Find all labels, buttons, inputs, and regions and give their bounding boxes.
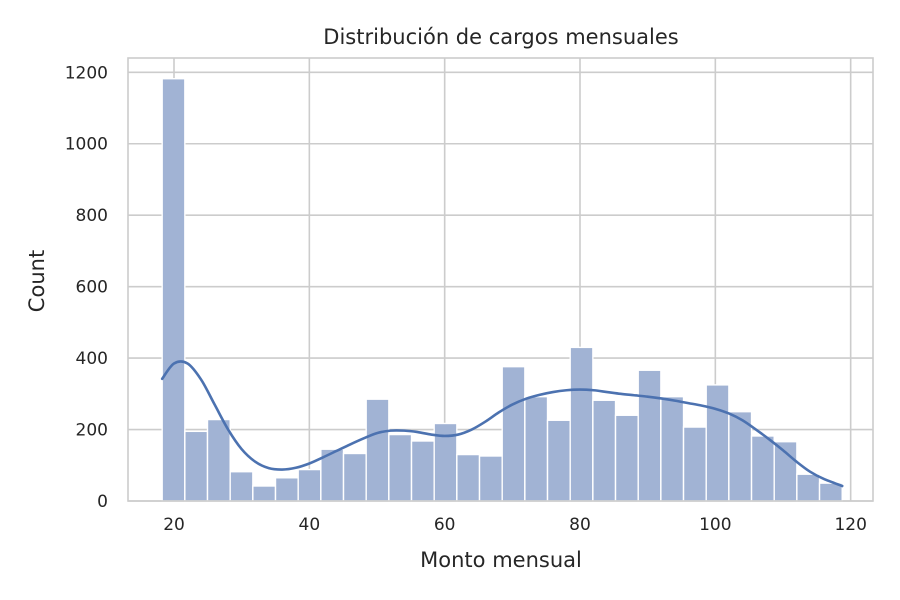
y-tick-label: 0: [97, 492, 108, 512]
histogram-bar: [660, 395, 685, 502]
histogram-bar: [705, 384, 730, 502]
histogram-bar: [750, 435, 775, 502]
histogram-bar: [569, 346, 594, 502]
histogram-bar: [410, 440, 435, 502]
histogram-bar: [161, 78, 186, 502]
x-tick-label: 40: [299, 515, 321, 535]
y-tick-label: 800: [76, 206, 108, 226]
x-tick-label: 120: [834, 515, 866, 535]
x-tick-label: 60: [434, 515, 456, 535]
x-tick-label: 80: [569, 515, 591, 535]
y-tick-label: 200: [76, 421, 108, 441]
histogram-bar: [592, 399, 617, 502]
kde-curve-group: [160, 360, 844, 488]
x-axis-title: Monto mensual: [420, 548, 582, 572]
histogram-bar: [478, 455, 503, 502]
y-tick-label: 600: [76, 278, 108, 298]
x-tick-label: 100: [699, 515, 731, 535]
histogram-bar: [342, 452, 367, 502]
plot-frame: [127, 57, 874, 502]
histogram-bar: [365, 398, 390, 502]
histogram-bar: [501, 365, 526, 502]
y-tick-label: 400: [76, 349, 108, 369]
histogram-bar: [524, 395, 549, 502]
y-axis-title: Count: [25, 250, 49, 312]
x-tick-labels: 20 40 60 80 100 120: [163, 515, 867, 535]
histogram-bar: [206, 418, 231, 502]
histogram-bar: [546, 419, 571, 502]
histogram-bar: [456, 453, 481, 502]
histogram-bar: [637, 369, 662, 502]
histogram-bar: [274, 477, 299, 502]
histogram-bar: [773, 440, 798, 502]
histogram-bar: [682, 426, 707, 502]
grid-lines: [128, 58, 873, 502]
histogram-bar: [297, 468, 322, 502]
chart-title: Distribución de cargos mensuales: [323, 25, 678, 49]
histogram-bar: [229, 471, 254, 502]
histogram-bar: [796, 473, 821, 502]
x-tick-label: 20: [163, 515, 185, 535]
kde-line: [160, 360, 844, 488]
y-tick-labels: 0 200 400 600 800 1000 1200: [65, 63, 108, 512]
y-tick-label: 1200: [65, 63, 108, 83]
histogram-bar: [252, 485, 277, 502]
histogram-bar: [614, 414, 639, 502]
histogram-bar: [388, 433, 413, 502]
histogram-bar: [184, 430, 209, 502]
y-tick-label: 1000: [65, 135, 108, 155]
